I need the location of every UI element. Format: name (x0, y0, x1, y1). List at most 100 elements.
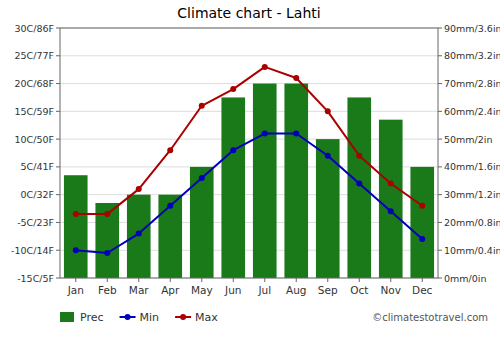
bar (410, 167, 434, 278)
tick-label: 30C/86F (15, 23, 54, 34)
tick-label: 25C/77F (15, 50, 54, 61)
legend-label: Min (140, 311, 160, 324)
bar (127, 195, 151, 278)
tick-label: Jan (67, 284, 84, 296)
tick-label: Mar (129, 284, 149, 296)
bar (64, 175, 88, 278)
legend-marker (180, 314, 186, 320)
tick-label: Aug (286, 284, 307, 296)
marker (199, 175, 205, 181)
line (76, 134, 423, 253)
tick (264, 278, 265, 282)
tick (201, 278, 202, 282)
tick (438, 83, 442, 84)
tick-label: Jul (257, 284, 271, 296)
tick-label: Dec (412, 284, 433, 296)
marker (356, 181, 362, 187)
grid (60, 28, 438, 278)
marker (167, 147, 173, 153)
tick-label: Jun (224, 284, 241, 296)
tick (359, 278, 360, 282)
plot-area (64, 64, 434, 278)
x-axis: JanFebMarAprMayJunJulAugSepOctNovDec (67, 278, 433, 296)
tick (233, 278, 234, 282)
marker (136, 186, 142, 192)
y-axis: -15C/5F-10C/14F-5C/23F0C/32F5C/41F10C/50… (11, 23, 60, 284)
marker (293, 75, 299, 81)
tick-label: May (191, 284, 213, 296)
tick (438, 250, 442, 251)
annotation: ©climatestotravel.com (372, 312, 488, 323)
tick (56, 166, 60, 167)
tick-label: 50mm/2in (444, 134, 493, 145)
tick (56, 28, 60, 29)
tick (56, 222, 60, 223)
tick (56, 139, 60, 140)
grid-line (60, 111, 438, 112)
legend-label: Max (195, 311, 218, 324)
tick (422, 278, 423, 282)
line (76, 67, 423, 214)
tick-label: -15C/5F (17, 273, 54, 284)
marker (356, 153, 362, 159)
marker (104, 250, 110, 256)
bar (347, 97, 371, 278)
tick (296, 278, 297, 282)
marker (199, 103, 205, 109)
marker (230, 147, 236, 153)
tick (56, 83, 60, 84)
tick (438, 166, 442, 167)
marker (230, 86, 236, 92)
tick (75, 278, 76, 282)
tick (438, 139, 442, 140)
tick (56, 250, 60, 251)
marker (262, 131, 268, 137)
tick (170, 278, 171, 282)
bar (158, 195, 182, 278)
marker (262, 64, 268, 70)
marker (104, 211, 110, 217)
tick (107, 278, 108, 282)
marker (73, 211, 79, 217)
tick (56, 111, 60, 112)
tick (327, 278, 328, 282)
marker (388, 181, 394, 187)
title: Climate chart - Lahti (177, 5, 320, 21)
tick-label: -10C/14F (11, 245, 54, 256)
tick-label: 20mm/0.8in (444, 217, 500, 228)
legend: Prec Min Max (60, 311, 218, 324)
tick (56, 55, 60, 56)
bar (316, 139, 340, 278)
tick (438, 55, 442, 56)
tick-label: 20C/68F (15, 78, 54, 89)
chart: -15C/5F-10C/14F-5C/23F0C/32F5C/41F10C/50… (0, 0, 500, 350)
tick (56, 278, 60, 279)
tick-label: 10C/50F (15, 134, 54, 145)
marker (419, 236, 425, 242)
tick-label: 80mm/3.2in (444, 50, 500, 61)
tick-label: 10mm/0.4in (444, 245, 500, 256)
tick-label: 5C/41F (21, 161, 54, 172)
marker (73, 247, 79, 253)
tick-label: 0mm/0in (444, 273, 486, 284)
plot-frame (60, 28, 438, 278)
tick-label: Oct (350, 284, 368, 296)
tick-label: 30mm/1.2in (444, 189, 500, 200)
tick-label: Feb (98, 284, 117, 296)
marker (325, 153, 331, 159)
bar (253, 84, 277, 278)
tick (138, 278, 139, 282)
grid-line (60, 83, 438, 84)
bar (190, 167, 214, 278)
marker (136, 231, 142, 237)
marker (325, 108, 331, 114)
bar (284, 84, 308, 278)
tick-label: 40mm/1.6in (444, 161, 500, 172)
y2-axis: 0mm/0in 10mm/0.4in 20mm/0.8in 30mm/1.2in 40m… (438, 23, 500, 284)
tick (438, 222, 442, 223)
tick-label: Apr (161, 284, 180, 296)
tick (438, 111, 442, 112)
tick-label: Sep (318, 284, 338, 296)
legend-label: Prec (80, 311, 104, 324)
tick (438, 194, 442, 195)
